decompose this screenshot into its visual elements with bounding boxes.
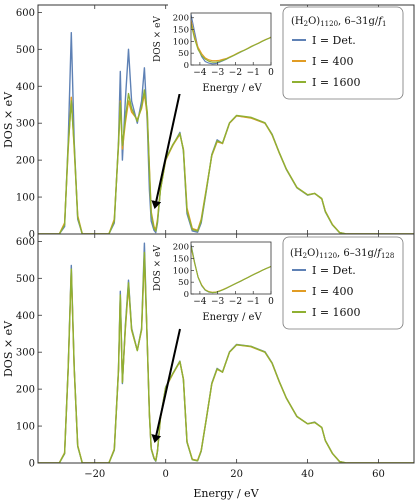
inset-y-tick-label: 0 <box>184 61 189 71</box>
inset-y-tick-label: 200 <box>173 243 189 253</box>
panel-top-inset-frame <box>190 12 272 66</box>
x-tick-label: 20 <box>230 469 243 480</box>
panel-top: 0 100 200 300 400 500 600 DOS × eV −4 −3 −2 −1 0 0 5… <box>2 4 415 241</box>
panel-top-inset-background <box>168 4 280 94</box>
panel-top-inset-x-axis-label: Energy / eV <box>202 83 262 94</box>
inset-x-tick-label: −4 <box>193 297 207 307</box>
y-tick-label: 0 <box>29 459 35 470</box>
legend-label: I = 400 <box>312 55 354 68</box>
panel-top-legend: (H2O)1120, 6–31g/f1 I = Det. I = 400 I = 1… <box>282 6 404 100</box>
inset-series-line-i-1600 <box>191 23 271 63</box>
x-tick-label: 60 <box>372 469 385 480</box>
y-tick-label: 600 <box>16 237 35 248</box>
x-tick-label: −20 <box>84 469 105 480</box>
y-tick-label: 200 <box>16 156 35 167</box>
panel-bottom-legend-box <box>282 236 404 330</box>
legend-label: I = 400 <box>312 285 354 298</box>
inset-x-tick-label: −3 <box>211 297 225 307</box>
panel-bottom-inset-x-axis-label: Energy / eV <box>202 312 262 323</box>
panel-bottom-legend-title: (H2O)1120, 6–31g/f128 <box>290 248 394 260</box>
inset-y-tick-label: 100 <box>173 266 189 276</box>
legend-label: I = Det. <box>312 264 356 277</box>
panel-bottom-legend: (H2O)1120, 6–31g/f128 I = Det. I = 400 I =… <box>282 236 404 330</box>
inset-y-tick-label: 150 <box>173 26 189 36</box>
panel-bottom-inset-background <box>168 238 280 328</box>
series-line-i-400 <box>38 92 414 234</box>
series-line-i-1600 <box>38 89 414 234</box>
inset-x-tick-label: −2 <box>229 297 242 307</box>
legend-label: I = Det. <box>312 34 356 47</box>
inset-x-tick-label: −4 <box>193 68 207 78</box>
panel-bottom-inset-y-axis-label: DOS × eV <box>153 245 163 291</box>
inset-x-tick-label: −1 <box>247 297 260 307</box>
panel-top-inset-y-axis-label: DOS × eV <box>153 16 163 62</box>
x-tick-label: 40 <box>301 469 314 480</box>
panel-top-legend-title: (H2O)1120, 6–31g/f1 <box>291 16 386 28</box>
y-tick-label: 400 <box>16 82 35 93</box>
panel-bottom-x-axis-label: Energy / eV <box>193 487 259 500</box>
inset-series-line-i-1600 <box>191 245 271 294</box>
panel-top-annotation-arrow <box>151 91 181 209</box>
inset-y-tick-label: 200 <box>173 14 189 24</box>
inset-x-tick-label: 0 <box>268 297 274 307</box>
x-tick-label: 0 <box>163 469 169 480</box>
inset-x-tick-label: −3 <box>211 68 225 78</box>
panel-bottom-annotation-arrow <box>151 328 181 443</box>
y-tick-label: 500 <box>16 45 35 56</box>
inset-x-tick-label: −2 <box>229 68 242 78</box>
panel-bottom-frame <box>37 233 415 464</box>
y-tick-label: 100 <box>16 193 35 204</box>
panel-bottom-y-axis-label: DOS × eV <box>2 320 15 377</box>
inset-x-tick-label: −1 <box>247 68 260 78</box>
inset-y-tick-label: 0 <box>184 290 189 300</box>
legend-label: I = 1600 <box>312 76 361 89</box>
inset-y-tick-label: 50 <box>178 278 189 288</box>
y-tick-label: 100 <box>16 422 35 433</box>
y-tick-label: 500 <box>16 274 35 285</box>
inset-y-tick-label: 150 <box>173 255 189 265</box>
inset-y-tick-label: 50 <box>178 49 189 59</box>
y-tick-label: 400 <box>16 311 35 322</box>
y-tick-label: 300 <box>16 119 35 130</box>
panel-top-legend-box <box>282 6 404 100</box>
inset-y-tick-label: 100 <box>173 37 189 47</box>
y-tick-label: 600 <box>16 8 35 19</box>
legend-label: I = 1600 <box>312 306 361 319</box>
y-tick-label: 0 <box>29 230 35 241</box>
y-tick-label: 300 <box>16 348 35 359</box>
inset-x-tick-label: 0 <box>268 68 274 78</box>
panel-top-y-axis-label: DOS × eV <box>2 91 15 148</box>
panel-bottom-inset-frame <box>190 241 272 295</box>
y-tick-label: 200 <box>16 385 35 396</box>
